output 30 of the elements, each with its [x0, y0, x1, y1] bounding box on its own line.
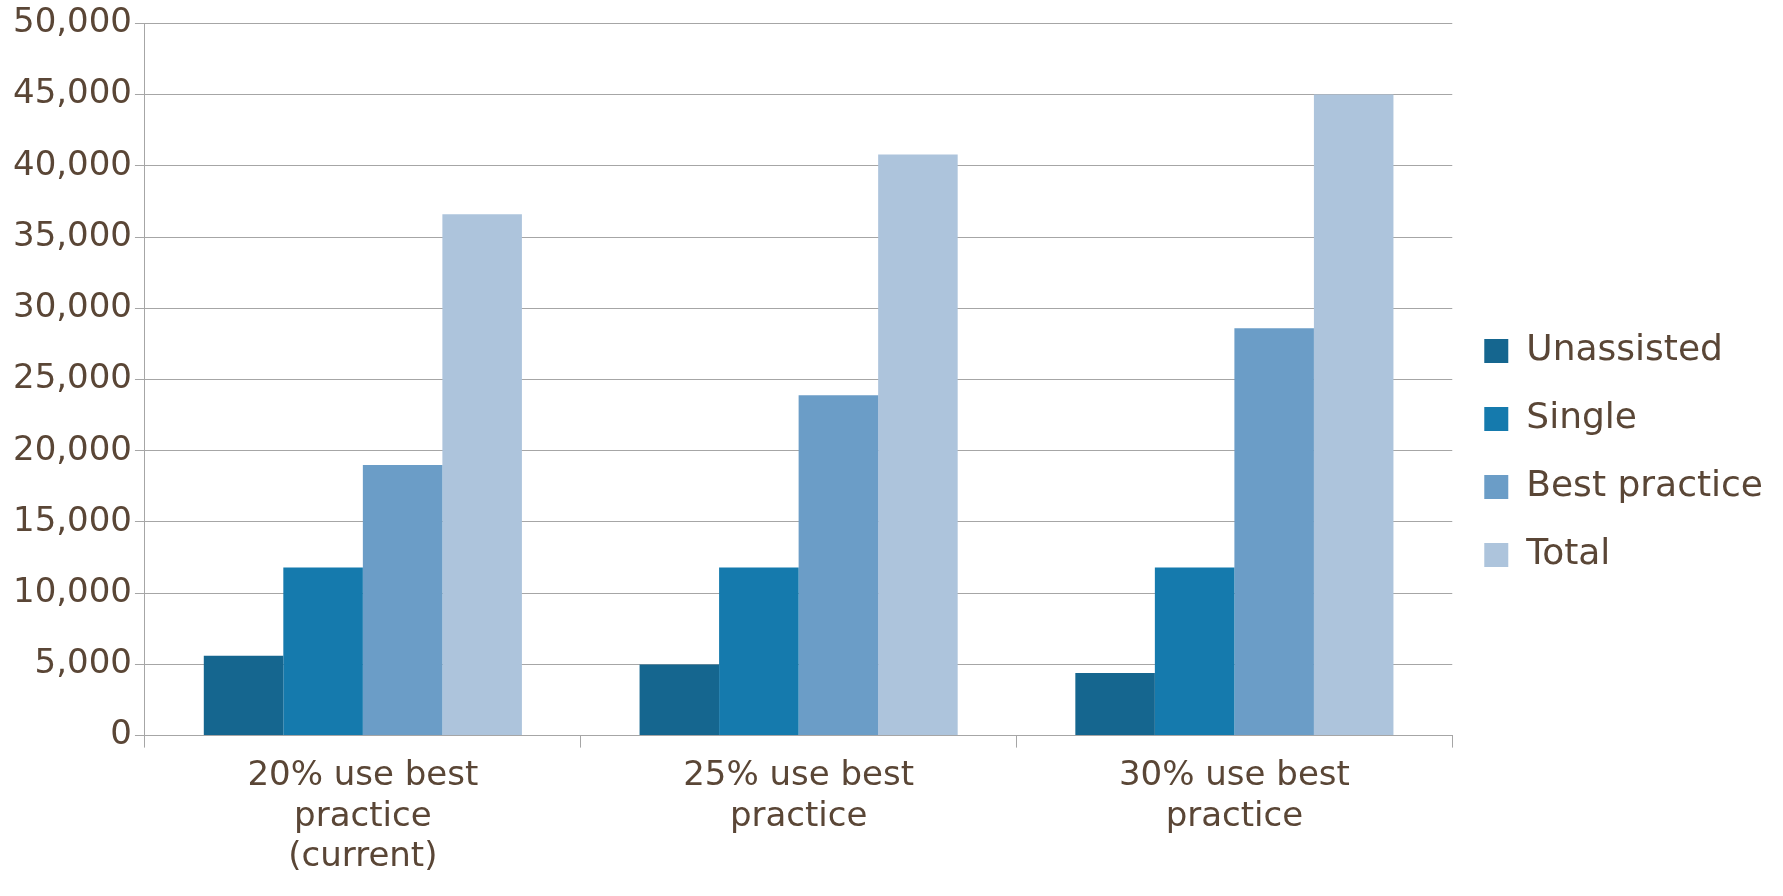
y-tick-label: 35,000 [13, 213, 132, 254]
y-tick-label: 0 [110, 712, 132, 753]
y-tick-label: 50,000 [13, 0, 132, 41]
y-tick-label: 20,000 [13, 427, 132, 468]
legend-label: Single [1526, 395, 1637, 437]
bar [798, 395, 879, 736]
x-tick-label: 20% use best practice (current) [247, 752, 479, 875]
bar [442, 214, 522, 736]
bar [639, 664, 720, 736]
bar [1154, 567, 1235, 736]
bar [362, 464, 443, 736]
bar [1313, 94, 1394, 736]
bar [878, 154, 958, 736]
y-tick-label: 10,000 [13, 569, 132, 610]
bar [283, 567, 363, 736]
legend-label: Unassisted [1526, 327, 1723, 369]
bar [203, 655, 284, 736]
bar [719, 567, 799, 736]
bar [1075, 672, 1155, 736]
y-tick-label: 25,000 [13, 356, 132, 397]
x-tick-label: 30% use best practice [1118, 752, 1350, 834]
y-tick-label: 30,000 [13, 285, 132, 326]
bar [1234, 328, 1314, 736]
legend-label: Best practice [1526, 463, 1764, 505]
y-tick-label: 15,000 [13, 498, 132, 539]
y-tick-label: 40,000 [13, 142, 132, 183]
y-tick-label: 5,000 [34, 641, 132, 682]
legend-label: Total [1525, 531, 1611, 573]
y-tick-label: 45,000 [13, 71, 132, 112]
x-tick-label: 25% use best practice [683, 752, 915, 834]
